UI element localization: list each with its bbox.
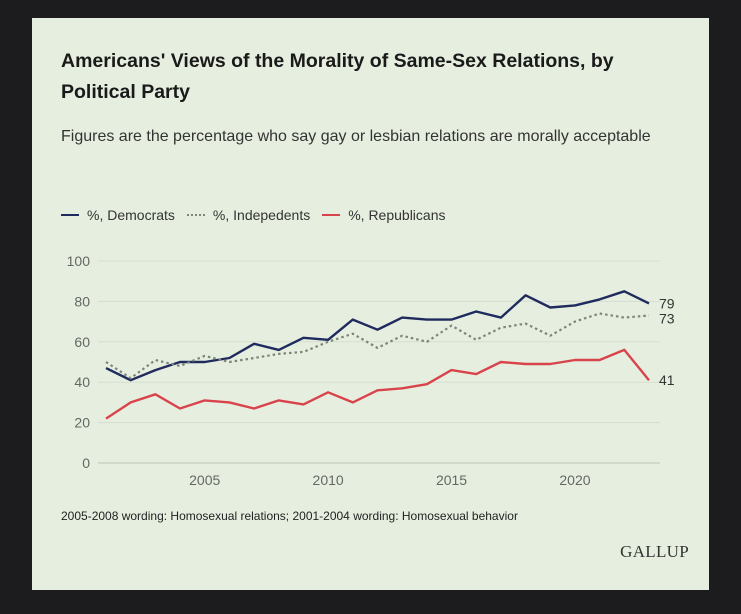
gallup-logo: GALLUP <box>620 542 689 561</box>
wording-note: 2005-2008 wording: Homosexual relations;… <box>61 509 518 523</box>
end-label: 79 <box>659 295 675 311</box>
end-label: 41 <box>659 372 675 388</box>
legend-label-independents: %, Indepedents <box>212 207 311 223</box>
y-tick-label: 40 <box>74 374 90 390</box>
legend-swatch-democrats <box>61 214 79 216</box>
x-tick-label: 2010 <box>313 472 344 488</box>
y-tick-label: 60 <box>74 334 90 350</box>
legend-swatch-republicans <box>322 214 341 216</box>
y-tick-label: 0 <box>82 455 90 471</box>
x-tick-label: 2005 <box>189 472 220 488</box>
y-tick-label: 20 <box>74 415 90 431</box>
y-tick-label: 80 <box>74 293 90 309</box>
legend-label-republicans: %, Republicans <box>348 207 446 223</box>
end-label: 73 <box>659 311 675 327</box>
legend: %, Democrats %, Indepedents %, Republica… <box>61 207 446 223</box>
chart-title: Americans' Views of the Morality of Same… <box>61 50 614 103</box>
chart-subtitle: Figures are the percentage who say gay o… <box>61 128 651 145</box>
chart-card: Americans' Views of the Morality of Same… <box>32 18 709 590</box>
x-tick-label: 2015 <box>436 472 467 488</box>
series-line-0 <box>105 290 650 382</box>
series-line-1 <box>105 312 650 380</box>
legend-label-democrats: %, Democrats <box>87 207 175 223</box>
series-line-2 <box>105 348 650 420</box>
x-tick-label: 2020 <box>559 472 590 488</box>
legend-swatch-independents <box>186 214 205 216</box>
y-tick-label: 100 <box>67 253 91 269</box>
